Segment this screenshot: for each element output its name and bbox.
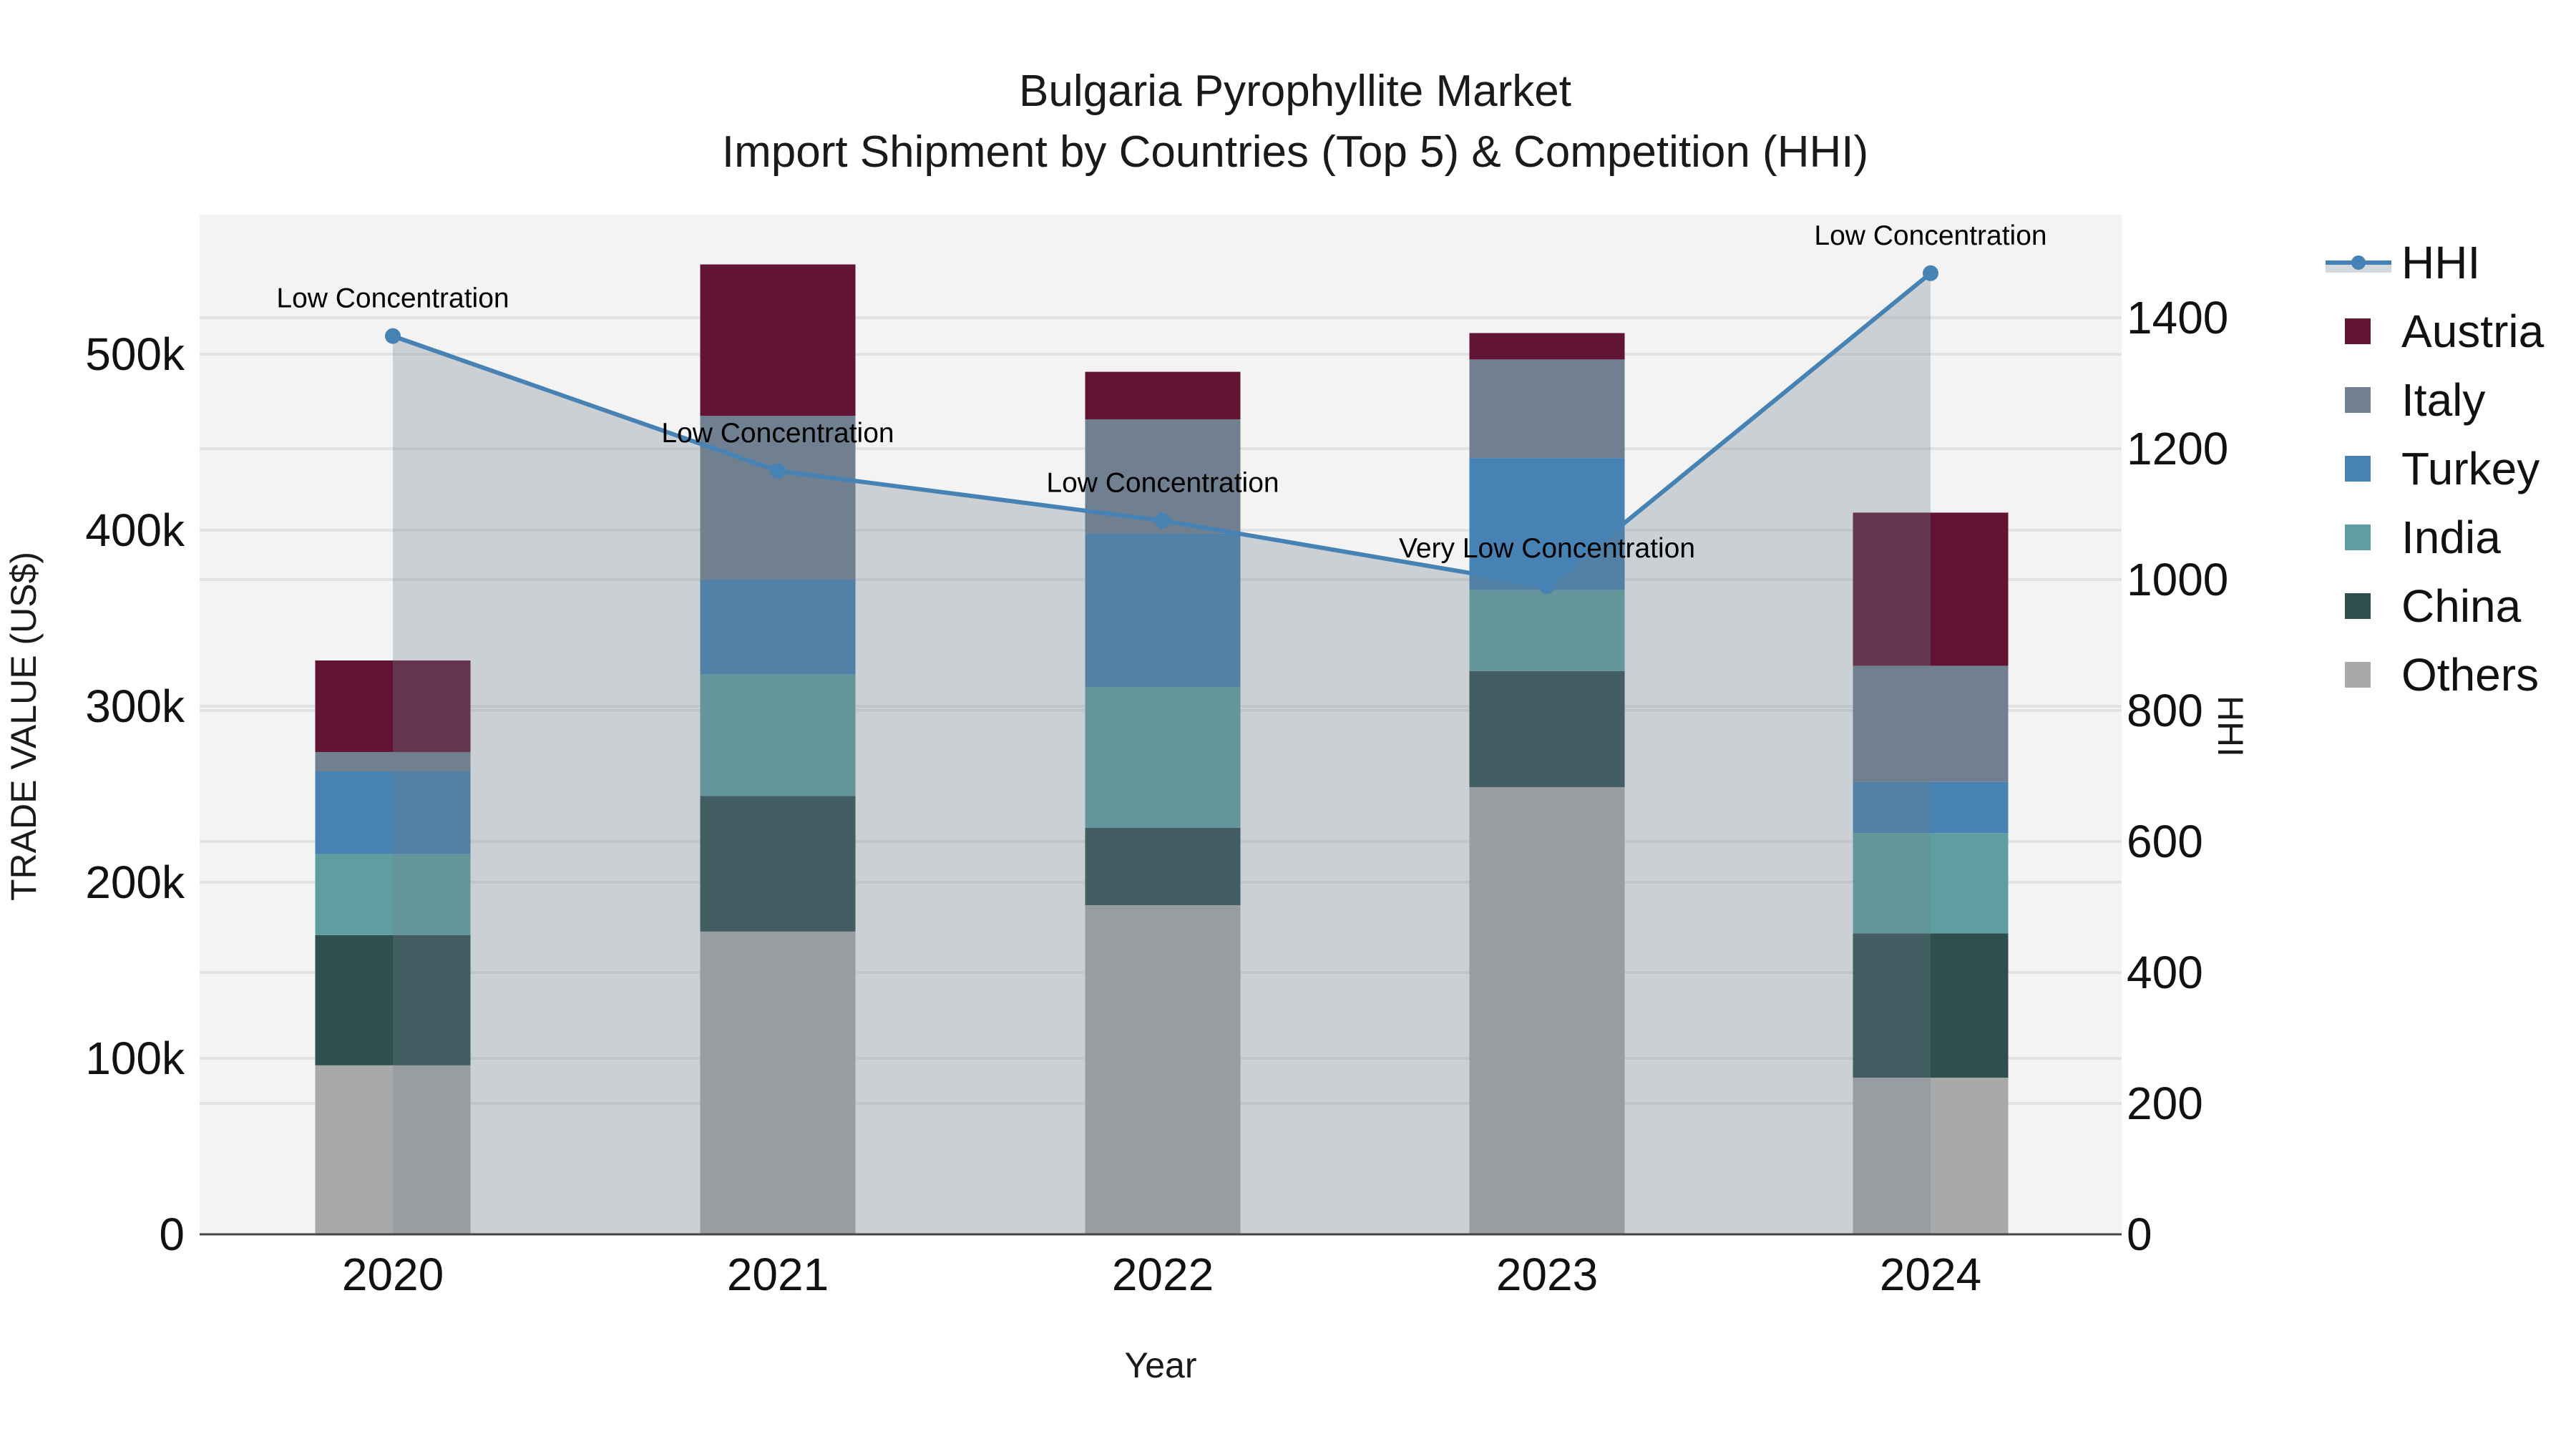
x-axis-title: Year — [1124, 1345, 1196, 1385]
bar-segment-italy[interactable] — [315, 751, 471, 772]
bar-segment-italy[interactable] — [1853, 665, 2009, 782]
y-right-ticks: 0 200 400 600 800 1000 1200 1400 — [2127, 292, 2228, 1260]
legend-item-turkey[interactable]: Turkey — [2345, 443, 2540, 494]
legend-label: Italy — [2401, 374, 2485, 426]
y-left-tick-label: 200k — [85, 857, 185, 908]
legend-item-india[interactable]: India — [2345, 512, 2501, 563]
legend-label: Turkey — [2401, 443, 2540, 494]
hhi-annotation: Low Concentration — [1046, 468, 1279, 499]
hhi-annotation: Low Concentration — [276, 283, 509, 314]
bar-segment-turkey[interactable] — [700, 579, 856, 675]
hhi-annotation: Low Concentration — [1814, 220, 2046, 251]
bar-stack-2020[interactable] — [315, 660, 471, 1234]
legend-item-italy[interactable]: Italy — [2345, 374, 2485, 426]
legend-label: Austria — [2401, 306, 2545, 357]
bar-segment-china[interactable] — [700, 796, 856, 932]
bar-segment-austria[interactable] — [700, 264, 856, 416]
y-right-tick-label: 600 — [2127, 816, 2203, 867]
chart-title: Bulgaria Pyrophyllite Market — [1019, 67, 1571, 116]
bar-segment-italy[interactable] — [1469, 359, 1625, 459]
y-right-tick-label: 0 — [2127, 1209, 2152, 1260]
legend-swatch-icon — [2345, 662, 2371, 688]
y-left-tick-label: 500k — [85, 328, 185, 380]
stacked-bars — [315, 264, 2009, 1234]
legend-swatch-icon — [2345, 318, 2371, 344]
legend-swatch-icon — [2345, 387, 2371, 413]
y-right-tick-label: 1000 — [2127, 554, 2228, 605]
legend-label: Others — [2401, 649, 2539, 701]
bar-segment-austria[interactable] — [1853, 512, 2009, 666]
legend-swatch-icon — [2345, 525, 2371, 550]
bar-segment-china[interactable] — [1853, 933, 2009, 1078]
y-left-ticks: 0 100k 200k 300k 400k 500k — [85, 328, 185, 1260]
y-right-axis-title: HHI — [2210, 696, 2250, 757]
bar-segment-china[interactable] — [315, 935, 471, 1065]
hhi-area — [393, 273, 1931, 1234]
y-left-tick-label: 300k — [85, 680, 185, 732]
x-tick-label: 2020 — [342, 1249, 444, 1300]
legend-item-others[interactable]: Others — [2345, 649, 2539, 701]
legend-swatch-icon — [2345, 456, 2371, 482]
legend-swatch-icon — [2345, 593, 2371, 619]
y-left-axis-title: TRADE VALUE (US$) — [4, 552, 44, 901]
x-tick-label: 2022 — [1112, 1249, 1214, 1300]
legend-item-austria[interactable]: Austria — [2345, 306, 2545, 357]
legend-label: HHI — [2401, 237, 2480, 288]
y-left-tick-label: 0 — [159, 1209, 185, 1260]
bar-segment-india[interactable] — [315, 854, 471, 935]
y-left-tick-label: 100k — [85, 1033, 185, 1084]
bar-segment-china[interactable] — [1085, 827, 1241, 905]
x-tick-label: 2023 — [1496, 1249, 1598, 1300]
bar-segment-austria[interactable] — [1469, 333, 1625, 360]
bar-segment-austria[interactable] — [315, 660, 471, 752]
chart-subtitle: Import Shipment by Countries (Top 5) & C… — [722, 127, 1868, 177]
hhi-marker[interactable] — [385, 328, 401, 344]
y-right-tick-label: 400 — [2127, 947, 2203, 998]
bar-segment-india[interactable] — [1469, 590, 1625, 671]
legend-marker-icon — [2351, 255, 2366, 270]
y-right-tick-label: 200 — [2127, 1078, 2203, 1129]
bar-segment-turkey[interactable] — [315, 771, 471, 854]
bar-segment-others[interactable] — [1853, 1078, 2009, 1234]
x-tick-label: 2021 — [727, 1249, 829, 1300]
bar-segment-others[interactable] — [700, 931, 856, 1234]
legend-item-china[interactable]: China — [2345, 580, 2522, 632]
x-tick-label: 2024 — [1880, 1249, 1981, 1300]
bar-segment-turkey[interactable] — [1085, 533, 1241, 687]
bar-segment-turkey[interactable] — [1469, 458, 1625, 590]
bar-segment-others[interactable] — [315, 1065, 471, 1234]
x-ticks: 2020 2021 2022 2023 2024 — [342, 1249, 1981, 1300]
bar-stack-2021[interactable] — [700, 264, 856, 1234]
hhi-marker[interactable] — [1539, 578, 1555, 595]
bar-segment-turkey[interactable] — [1853, 781, 2009, 834]
hhi-annotations: Low Concentration Low Concentration Low Co… — [276, 220, 2046, 564]
legend-label: India — [2401, 512, 2501, 563]
bar-segment-austria[interactable] — [1085, 371, 1241, 420]
bar-segment-others[interactable] — [1085, 904, 1241, 1234]
y-right-tick-label: 1200 — [2127, 423, 2228, 474]
bar-segment-india[interactable] — [1085, 686, 1241, 828]
bar-segment-india[interactable] — [700, 674, 856, 796]
hhi-annotation: Very Low Concentration — [1399, 533, 1695, 564]
hhi-marker[interactable] — [1155, 512, 1171, 529]
legend: HHI Austria Italy Turkey India China Others — [2326, 237, 2545, 701]
bar-segment-italy[interactable] — [700, 416, 856, 580]
bar-segment-others[interactable] — [1469, 787, 1625, 1234]
y-right-tick-label: 800 — [2127, 685, 2203, 736]
bar-stack-2024[interactable] — [1853, 512, 2009, 1234]
hhi-series — [385, 265, 1938, 1234]
legend-item-hhi[interactable]: HHI — [2326, 237, 2480, 288]
y-right-tick-label: 1400 — [2127, 292, 2228, 343]
bar-segment-china[interactable] — [1469, 670, 1625, 788]
legend-label: China — [2401, 580, 2522, 632]
y-left-tick-label: 400k — [85, 504, 185, 556]
bar-segment-india[interactable] — [1853, 833, 2009, 934]
hhi-marker[interactable] — [1923, 265, 1938, 281]
hhi-marker[interactable] — [770, 463, 786, 479]
hhi-annotation: Low Concentration — [661, 418, 894, 449]
bar-stack-2023[interactable] — [1469, 333, 1625, 1234]
